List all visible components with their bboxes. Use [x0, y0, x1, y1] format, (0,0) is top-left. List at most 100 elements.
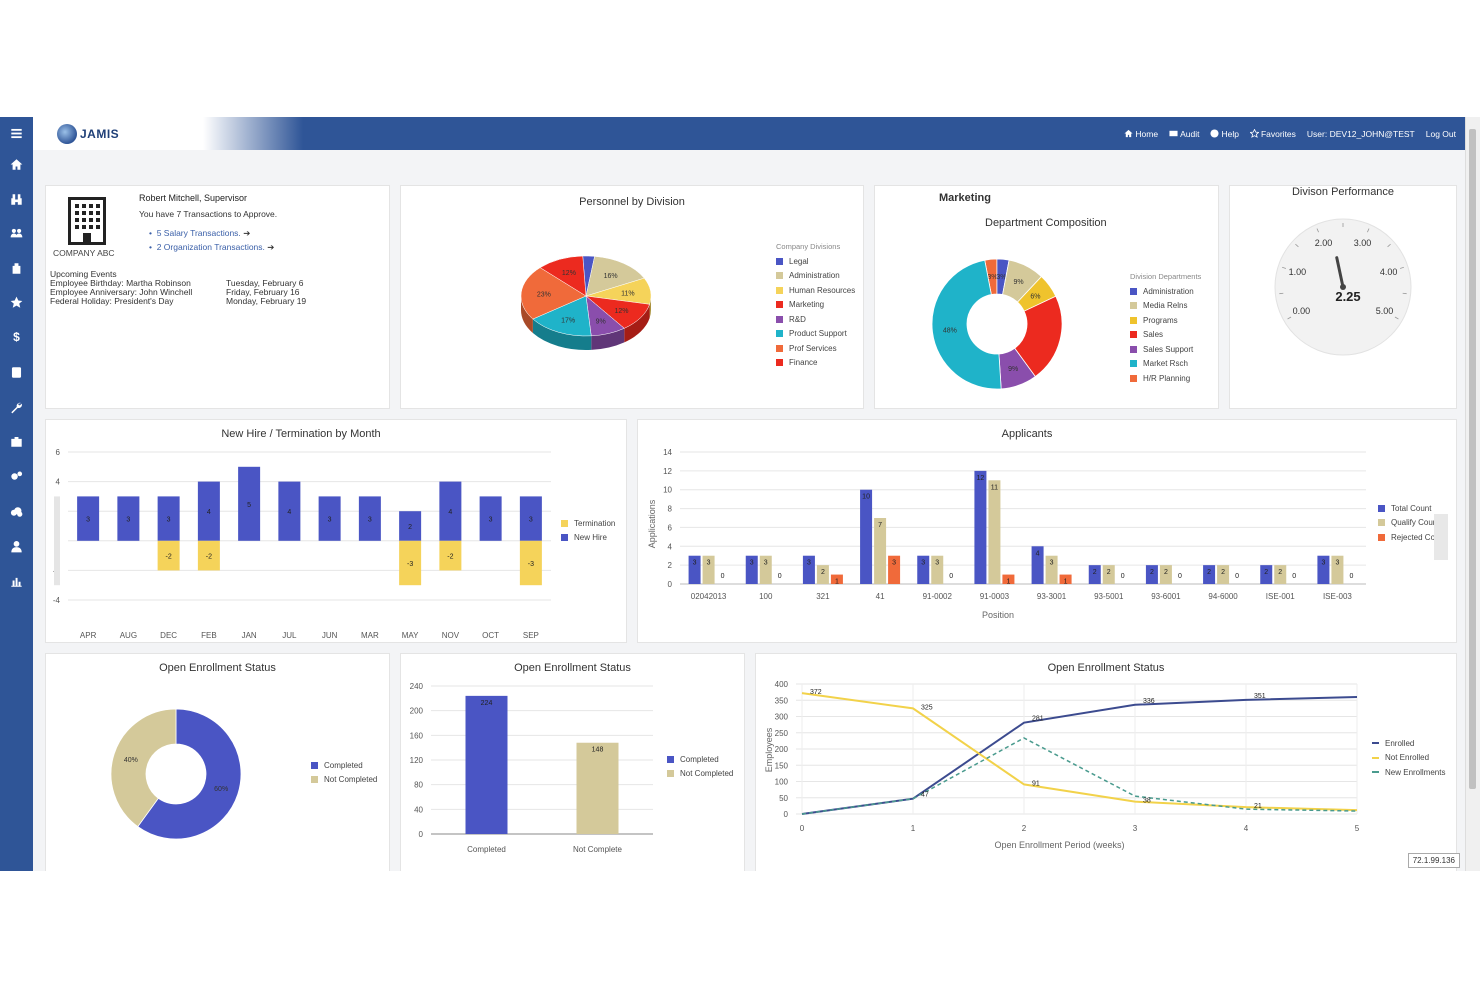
bar-value-label: 1	[1064, 579, 1068, 586]
binoculars-icon[interactable]	[0, 186, 33, 212]
x-tick-label: ISE-003	[1323, 592, 1352, 601]
salary-link[interactable]: • 5 Salary Transactions. ➔	[149, 228, 251, 238]
bar-1	[1045, 555, 1058, 584]
legend-swatch	[776, 330, 783, 338]
home-icon	[1124, 129, 1133, 138]
cloud-users-icon[interactable]	[0, 498, 33, 524]
pie-slice-label: 17%	[561, 318, 575, 325]
x-tick-label: 93-3001	[1037, 592, 1067, 601]
legend-swatch	[1378, 504, 1385, 512]
building-icon[interactable]	[0, 255, 33, 281]
pie-slice-label: 23%	[537, 292, 551, 299]
nav-favorites-link[interactable]: Favorites	[1249, 129, 1296, 139]
scrollbar-thumb[interactable]	[1469, 129, 1476, 789]
legend-label: Enrolled	[1385, 738, 1415, 748]
bar-value-label: 0	[721, 573, 725, 580]
approve-text: You have 7 Transactions to Approve.	[139, 209, 278, 219]
legend-swatch	[776, 301, 783, 309]
y-tick-label: 0	[668, 580, 673, 589]
y-tick-label: 100	[775, 778, 789, 787]
legend-swatch	[311, 761, 318, 769]
star-outline-icon	[1249, 129, 1259, 138]
bar-value-label: 7	[878, 522, 882, 529]
menu-icon[interactable]	[0, 120, 33, 146]
legend-scrollbar[interactable]	[1434, 514, 1448, 560]
x-tick-label: JAN	[242, 631, 257, 640]
y-tick-label: 10	[663, 486, 672, 495]
bar-value-label: 148	[592, 747, 604, 754]
bar-termination	[519, 540, 542, 586]
donut-slice-label: 9%	[1008, 366, 1018, 373]
gears-icon[interactable]	[0, 463, 33, 489]
y-tick-label: 50	[779, 794, 788, 803]
legend-item: Rejected Count	[1378, 530, 1446, 545]
legend-label: H/R Planning	[1143, 373, 1191, 383]
bar-value-label: 1	[1006, 579, 1010, 586]
performance-title: Divison Performance	[1291, 186, 1395, 198]
x-axis-title: Open Enrollment Period (weeks)	[994, 840, 1124, 850]
bar-1	[702, 555, 715, 584]
bar-0	[974, 470, 987, 584]
bar-value-label: 2	[1264, 569, 1268, 576]
legend-item: Qualify Count	[1378, 516, 1446, 531]
list-icon[interactable]	[0, 359, 33, 385]
bar-chart-icon[interactable]	[0, 567, 33, 593]
bar-value-label: 0	[1292, 573, 1296, 580]
legend-item: Legal	[776, 254, 855, 269]
bar-1	[759, 555, 772, 584]
legend-swatch	[1130, 331, 1137, 339]
home-icon[interactable]	[0, 151, 33, 177]
legend-label: R&D	[789, 314, 806, 324]
nav-user: User: DEV12_JOHN@TEST	[1306, 128, 1415, 139]
organization-link[interactable]: • 2 Organization Transactions. ➔	[149, 242, 275, 252]
enrollment-bar-legend: Completed Not Completed	[667, 752, 733, 781]
bar-value-label: 3	[167, 517, 171, 524]
point-label: 21	[1254, 803, 1262, 810]
top-nav: Home Audit Help Favorites User: DEV12_JO…	[1124, 117, 1456, 150]
gauge-tick	[1295, 243, 1299, 248]
legend-swatch	[667, 770, 674, 778]
y-tick-label: 120	[410, 756, 424, 765]
page-scrollbar[interactable]	[1465, 117, 1480, 871]
applicants-title: Applicants	[1001, 428, 1053, 440]
donut-slice-label: 40%	[124, 757, 138, 764]
events-title: Upcoming Events	[50, 269, 117, 279]
legend-swatch	[776, 344, 783, 352]
nav-help-link[interactable]: Help	[1210, 129, 1239, 139]
wrench-icon[interactable]	[0, 394, 33, 420]
legend-label: Not Completed	[324, 775, 378, 785]
x-tick-label: 0	[800, 824, 805, 833]
app-window: $ JAMIS Home Audit Help Favorites User: …	[0, 117, 1480, 871]
jamis-logo[interactable]: JAMIS	[57, 123, 119, 145]
donut-slice	[110, 708, 177, 828]
star-icon[interactable]	[0, 289, 33, 315]
bar-value-label: 3	[1321, 560, 1325, 567]
briefcase-icon[interactable]	[0, 428, 33, 454]
bar-value-label: 10	[862, 494, 870, 501]
x-tick-label: 100	[759, 592, 773, 601]
nav-home-label: Home	[1135, 128, 1159, 139]
greeting: Robert Mitchell, Supervisor	[139, 193, 248, 203]
bar-value-label: 3	[368, 517, 372, 524]
y-tick-label: 2	[668, 561, 673, 570]
personnel-panel: Personnel by Division 3%16%11%12%9%17%23…	[400, 185, 864, 409]
bar-value-label: 3	[750, 560, 754, 567]
bar-new-hire	[399, 511, 422, 541]
nav-audit-link[interactable]: Audit	[1169, 129, 1199, 139]
point-label: 91	[1032, 780, 1040, 787]
bar-2	[1059, 574, 1072, 584]
legend-label: Completed	[680, 754, 719, 764]
pie-slice-side	[521, 296, 533, 334]
nav-home-link[interactable]: Home	[1124, 129, 1158, 139]
user-icon[interactable]	[0, 533, 33, 559]
group-icon[interactable]	[0, 220, 33, 246]
point-label: 281	[1032, 716, 1044, 723]
legend-swatch	[561, 534, 568, 542]
bar-0	[688, 555, 701, 584]
legend-item: Completed	[667, 752, 733, 767]
dollar-icon[interactable]: $	[13, 330, 20, 344]
ip-address-badge: 72.1.99.136	[1407, 853, 1460, 868]
legend-swatch	[1372, 742, 1379, 745]
legend-swatch	[776, 272, 783, 280]
nav-logout-link[interactable]: Log Out	[1425, 128, 1456, 139]
